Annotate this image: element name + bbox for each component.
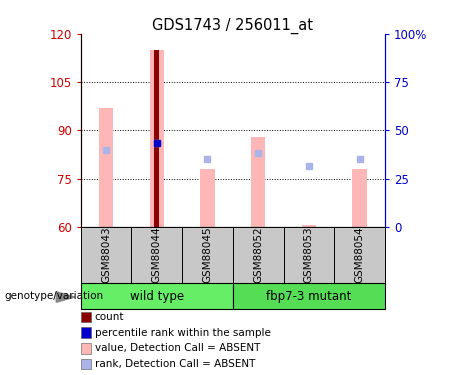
Title: GDS1743 / 256011_at: GDS1743 / 256011_at (152, 18, 313, 34)
Text: genotype/variation: genotype/variation (5, 291, 104, 301)
Bar (81, 227, 131, 283)
Text: GSM88045: GSM88045 (202, 226, 213, 284)
Bar (233, 283, 385, 309)
Bar (334, 227, 385, 283)
Text: GSM88053: GSM88053 (304, 226, 314, 284)
Bar (201, 169, 214, 227)
Bar (154, 50, 160, 227)
Text: percentile rank within the sample: percentile rank within the sample (95, 328, 271, 338)
Bar (150, 50, 164, 227)
Text: GSM88044: GSM88044 (152, 226, 162, 284)
Text: GSM88043: GSM88043 (101, 226, 111, 284)
Text: value, Detection Call = ABSENT: value, Detection Call = ABSENT (95, 344, 260, 353)
Text: GSM88052: GSM88052 (253, 226, 263, 284)
Text: fbp7-3 mutant: fbp7-3 mutant (266, 290, 352, 303)
Text: wild type: wild type (130, 290, 184, 303)
Text: count: count (95, 312, 124, 322)
Bar (233, 227, 284, 283)
Bar (284, 227, 334, 283)
Bar (131, 227, 182, 283)
Text: GSM88054: GSM88054 (355, 226, 365, 284)
Polygon shape (56, 292, 75, 302)
Bar (182, 227, 233, 283)
Bar (81, 283, 233, 309)
Bar (302, 225, 316, 227)
Bar (99, 108, 113, 227)
Bar (251, 137, 265, 227)
Text: rank, Detection Call = ABSENT: rank, Detection Call = ABSENT (95, 359, 255, 369)
Bar (353, 169, 366, 227)
